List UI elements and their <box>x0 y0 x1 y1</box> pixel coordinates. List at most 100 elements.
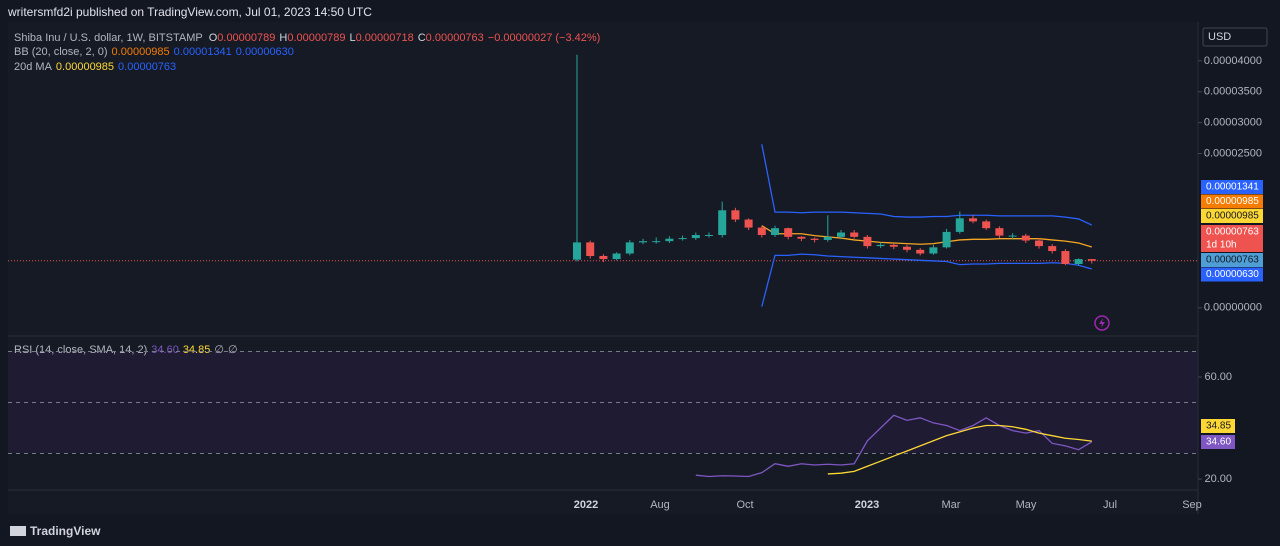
candle-body <box>982 221 991 229</box>
candle-body <box>665 238 674 242</box>
candle-body <box>1061 251 1070 265</box>
ohlc-key: C <box>418 32 426 44</box>
price-tag-label: 1d 10h <box>1206 240 1237 251</box>
candle-body <box>955 218 964 232</box>
candle-body <box>810 238 819 240</box>
price-tag-label: 0.00001341 <box>1206 182 1259 193</box>
price-tag <box>1201 194 1263 209</box>
candle-body <box>916 249 925 254</box>
rsi-band-fill <box>8 351 1198 453</box>
ohlc-key: O <box>209 32 218 44</box>
y-tick-label: 0.00003500 <box>1204 86 1262 98</box>
candle-body <box>573 242 581 260</box>
candle-body <box>876 244 885 247</box>
y-tick-label: 0.00000000 <box>1204 302 1262 314</box>
price-tag <box>1201 267 1263 282</box>
rsi-value: ∅ <box>214 344 224 356</box>
candle-body <box>929 247 938 254</box>
candle-body <box>718 210 727 235</box>
header-text: writersmfd2i published on TradingView.co… <box>7 5 372 19</box>
rsi-tag-label: 34.85 <box>1206 421 1231 432</box>
candle-body <box>863 236 872 247</box>
currency[interactable]: USD <box>1208 31 1231 43</box>
candle-body <box>757 227 766 235</box>
bb-lower <box>761 253 1092 307</box>
bb-value: 0.00000630 <box>236 46 294 58</box>
candle-body <box>705 234 713 236</box>
symbol: Shiba Inu / U.S. dollar, 1W, BITSTAMP <box>14 32 203 44</box>
ohlc-key: L <box>349 32 355 44</box>
candle-body <box>837 232 845 237</box>
candle-body <box>586 242 595 256</box>
rsi-tag <box>1201 435 1235 449</box>
legend-row: 20d MA 0.00000985 0.00000763 <box>14 61 176 73</box>
x-tick-label: Jul <box>1103 499 1117 511</box>
ohlc-value: 0.00000789 <box>217 32 275 44</box>
ohlc-value: 0.00000789 <box>287 32 345 44</box>
change: −0.00000027 (−3.42%) <box>488 32 601 44</box>
rsi-line <box>695 414 1093 478</box>
candle-body <box>612 253 621 260</box>
candle-body <box>731 210 740 220</box>
rsi-ma-line <box>827 424 1092 475</box>
candle-body <box>1035 240 1043 247</box>
candle-body <box>797 236 806 239</box>
candle-body <box>625 242 634 254</box>
candle-body <box>599 255 608 260</box>
legend-row: RSI (14, close, SMA, 14, 2) 34.60 34.85 ∅ ∅ <box>14 344 238 356</box>
price-tag-label: 0.00000985 <box>1206 196 1259 207</box>
currency-button[interactable] <box>1202 27 1268 47</box>
ohlc-value: 0.00000763 <box>426 32 484 44</box>
rsi-name: RSI (14, close, SMA, 14, 2) <box>14 344 147 356</box>
rsi-tag-label: 34.60 <box>1206 437 1231 448</box>
candle-body <box>1074 259 1083 265</box>
candle-body <box>1048 246 1057 252</box>
ma-value: 0.00000763 <box>118 61 176 73</box>
rsi-value: 34.60 <box>151 344 179 356</box>
ma-name: 20d MA <box>14 61 53 73</box>
price-tag <box>1201 253 1263 267</box>
bb-basis <box>761 225 1092 248</box>
bb-value: 0.00000985 <box>112 46 170 58</box>
y-tick-label: 20.00 <box>1204 473 1232 485</box>
ohlc-key: H <box>279 32 287 44</box>
price-tag <box>1201 180 1263 194</box>
candle-body <box>1087 259 1096 261</box>
bb-name: BB (20, close, 2, 0) <box>14 46 108 58</box>
candle-body <box>942 231 951 248</box>
legend-row: BB (20, close, 2, 0) 0.00000985 0.00001341… <box>14 46 294 58</box>
y-tick-label: 60.00 <box>1204 371 1232 383</box>
ohlc-value: 0.00000718 <box>356 32 414 44</box>
rsi-tag <box>1201 419 1235 433</box>
candle-body <box>771 228 779 235</box>
ma-value: 0.00000985 <box>56 61 114 73</box>
bb-upper <box>761 144 1093 226</box>
price-tag <box>1201 209 1263 223</box>
rsi-value: ∅ <box>228 344 238 356</box>
candle-body <box>889 244 898 247</box>
alert-bolt <box>1099 318 1105 328</box>
x-tick-label: 2022 <box>574 499 598 511</box>
price-tag-label: 0.00000763 <box>1206 227 1259 238</box>
candle-body <box>995 228 1004 236</box>
rsi-value: 34.85 <box>183 344 211 356</box>
price-tag <box>1201 238 1263 252</box>
candle-body <box>639 241 647 243</box>
candle-body <box>691 234 700 239</box>
x-tick-label: Oct <box>736 499 753 511</box>
candle-body <box>850 232 859 237</box>
candle-body <box>652 241 661 243</box>
logo <box>10 526 26 536</box>
y-tick-label: 0.00002500 <box>1204 147 1262 159</box>
price-tag-label: 0.00000630 <box>1206 269 1259 280</box>
bb-value: 0.00001341 <box>174 46 232 58</box>
x-tick-label: Mar <box>942 499 961 511</box>
alert-icon[interactable] <box>1094 315 1110 331</box>
candle-body <box>744 219 753 228</box>
price-tag-label: 0.00000985 <box>1206 211 1259 222</box>
x-tick-label: 2023 <box>855 499 879 511</box>
price-tag <box>1201 225 1263 239</box>
x-tick-label: May <box>1016 499 1037 511</box>
candle-body <box>823 236 832 240</box>
